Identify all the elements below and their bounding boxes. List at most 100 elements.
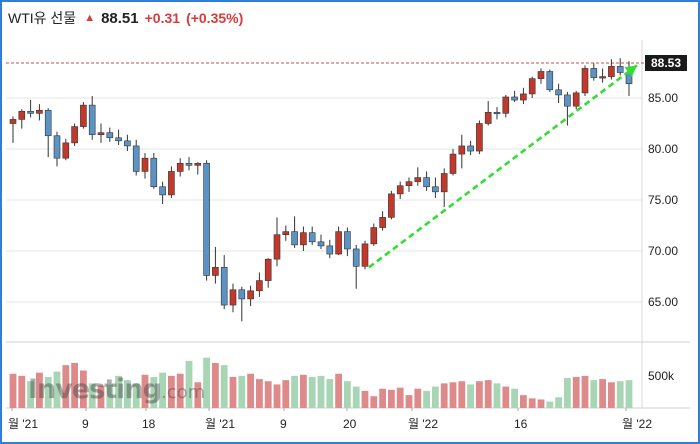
volume-bar <box>590 380 598 408</box>
candle-body <box>159 186 166 196</box>
volume-bar <box>344 381 351 408</box>
y-tick-label: 75.00 <box>648 193 678 207</box>
volume-bar <box>493 383 501 408</box>
volume-bar <box>396 387 404 408</box>
volume-bar <box>300 374 307 408</box>
x-tick-label: 월 '22 <box>408 417 438 431</box>
volume-bar <box>203 357 210 408</box>
candle-body <box>124 140 131 147</box>
volume-bar <box>238 375 246 408</box>
candle-body <box>80 104 87 127</box>
volume-bar <box>555 397 562 408</box>
volume-bar <box>176 373 184 408</box>
up-arrow-icon: ▲ <box>84 12 96 24</box>
candle-body <box>256 280 263 292</box>
volume-bar <box>616 381 624 408</box>
volume-tick-label: 500k <box>648 369 675 383</box>
volume-bar <box>115 375 122 408</box>
volume-bar <box>537 399 545 408</box>
candle-body <box>493 111 501 115</box>
candle-body <box>317 241 325 247</box>
volume-bar <box>150 376 158 408</box>
candle-body <box>18 110 26 120</box>
volume-bar <box>194 382 202 408</box>
last-price: 88.51 <box>101 9 139 27</box>
candle-body <box>238 289 246 300</box>
volume-bar <box>27 381 34 408</box>
volume-bar <box>625 380 633 408</box>
candle-body <box>150 157 158 188</box>
candle-body <box>388 193 395 218</box>
candle-body <box>396 185 404 195</box>
volume-bar <box>141 374 149 408</box>
x-tick-label: 9 <box>280 417 287 431</box>
volume-bar <box>335 373 342 408</box>
volume-bar <box>247 373 254 408</box>
candle-body <box>414 177 422 182</box>
candle-body <box>9 119 17 124</box>
candle-body <box>44 109 52 137</box>
volume-bar <box>44 376 52 408</box>
candle-body <box>247 290 254 300</box>
volume-bar <box>511 388 518 408</box>
volume-bar <box>520 395 527 408</box>
volume-bar <box>528 398 536 408</box>
candle-body <box>97 132 105 136</box>
candle-body <box>282 231 290 235</box>
candle-body <box>53 135 61 159</box>
candle-body <box>176 162 184 172</box>
candle-body <box>62 142 70 159</box>
volume-bar <box>502 386 510 408</box>
volume-bar <box>80 370 87 408</box>
volume-bar <box>185 360 193 408</box>
volume-bar <box>405 395 413 408</box>
volume-bar <box>212 363 219 408</box>
candle-body <box>300 232 307 246</box>
candle-body <box>185 162 193 166</box>
quote-header: WTI유 선물 ▲ 88.51 +0.31 (+0.35%) <box>8 8 243 28</box>
candle-body <box>308 232 316 243</box>
candle-body <box>168 171 175 196</box>
candle-body <box>564 94 571 107</box>
candle-body <box>572 92 580 107</box>
volume-bar <box>220 365 228 408</box>
candle-body <box>405 181 413 187</box>
volume-bar <box>608 382 615 408</box>
candle-body <box>132 145 140 172</box>
candle-body <box>458 145 466 155</box>
volume-bar <box>599 379 606 408</box>
volume-bar <box>62 365 70 408</box>
x-tick-label: 16 <box>514 417 528 431</box>
candle-body <box>335 231 342 255</box>
price-change: +0.31 <box>144 10 181 26</box>
volume-bar <box>414 388 422 408</box>
volume-bar <box>264 381 272 408</box>
candle-body <box>590 68 598 78</box>
volume-bar <box>379 388 386 408</box>
candle-body <box>520 93 527 101</box>
volume-bar <box>36 372 43 408</box>
volume-bar <box>449 382 457 408</box>
volume-bar <box>476 381 483 408</box>
x-tick-label: 월 '22 <box>622 417 652 431</box>
volume-bar <box>106 384 114 408</box>
trend-arrow-head <box>624 65 637 77</box>
candle-body <box>71 126 78 144</box>
candle-body <box>599 76 606 79</box>
volume-bar <box>361 390 369 408</box>
candle-body <box>467 145 474 152</box>
volume-bar <box>432 386 439 408</box>
candle-body <box>106 132 114 139</box>
candle-body <box>476 123 483 152</box>
candle-body <box>352 248 360 267</box>
candle-body <box>115 137 122 142</box>
volume-bar <box>256 379 263 408</box>
candle-body <box>440 173 448 193</box>
x-tick-label: 월 '21 <box>205 417 235 431</box>
volume-bar <box>18 375 26 408</box>
volume-bar <box>484 380 492 408</box>
volume-bar <box>440 383 448 408</box>
candle-body <box>581 68 589 94</box>
volume-bar <box>71 363 78 408</box>
